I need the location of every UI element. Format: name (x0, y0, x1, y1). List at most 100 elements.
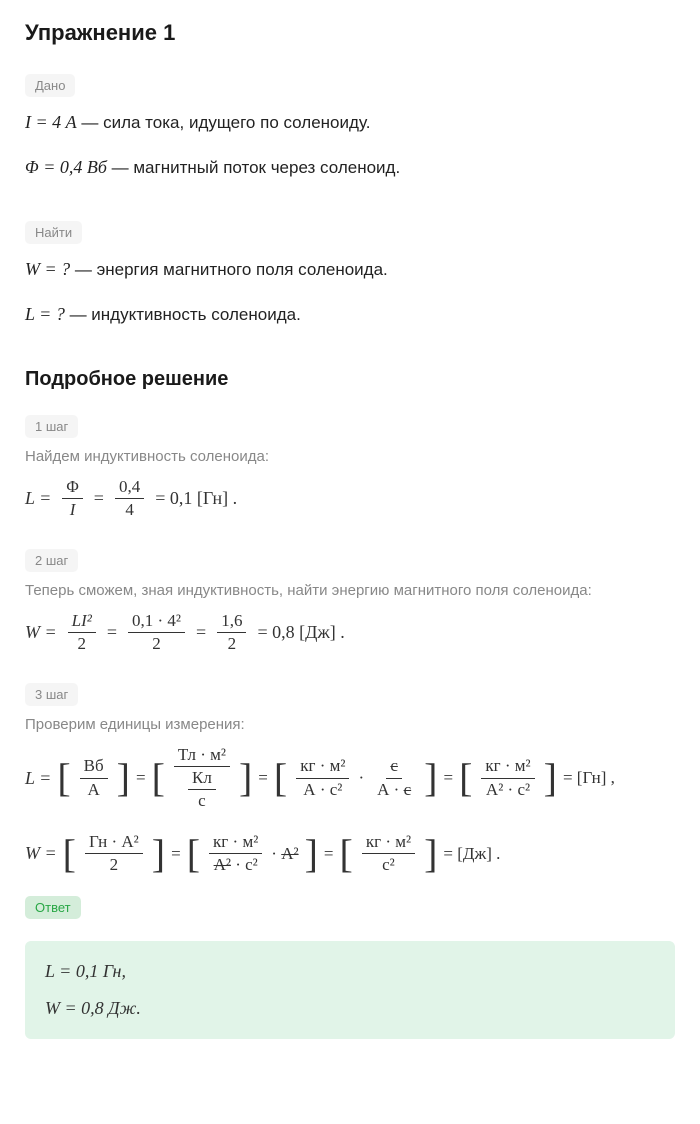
bracket-icon: ] (424, 838, 437, 870)
step3-W-f1-num: Гн · А² (85, 832, 143, 854)
step1-lhs: L = (25, 488, 51, 509)
eq: = (324, 844, 334, 864)
bracket-icon: ] (239, 762, 252, 794)
given-text-1: — сила тока, идущего по соленоиду. (77, 113, 371, 132)
step3-L-f2-den-den: с (194, 790, 210, 811)
step2-formula: W = LI² 2 = 0,1 · 4² 2 = 1,6 2 = 0,8 [Дж… (25, 611, 675, 655)
answer-block: L = 0,1 Гн, W = 0,8 Дж. (25, 941, 675, 1039)
bracket-icon: ] (544, 762, 557, 794)
step1-frac2-num: 0,4 (115, 477, 144, 499)
step3-W-formula: W = [ Гн · А² 2 ] = [ кг · м² А² · с² · … (25, 832, 675, 876)
step3-L-f3-den: А · с² (299, 779, 346, 800)
solution-title: Подробное решение (25, 368, 675, 391)
find-line-1: W = ? — энергия магнитного поля соленоид… (25, 256, 675, 283)
step3-L-formula: L = [ Вб А ] = [ Тл · м² Кл с ] = [ кг ·… (25, 745, 675, 812)
step3-W-f1-den: 2 (106, 854, 123, 875)
step3-L-f3b-den: А · с (373, 779, 415, 800)
step1-badge: 1 шаг (25, 415, 78, 438)
find-badge: Найти (25, 221, 82, 244)
step3-L-f1-den: А (84, 779, 104, 800)
step2-frac2-num: 0,1 · 4² (128, 611, 185, 633)
step2-frac1: LI² 2 (68, 611, 96, 655)
eq: = (171, 844, 181, 864)
step2-frac1-den: 2 (74, 633, 91, 654)
step3-W-f2-den: А² · с² (210, 854, 262, 875)
step2-result: = 0,8 [Дж] . (257, 622, 344, 643)
step1-frac2: 0,4 4 (115, 477, 144, 521)
step3-L-f3b-num: с (386, 756, 402, 778)
step1-text: Найдем индуктивность соленоида: (25, 448, 675, 465)
find-line-2: L = ? — индуктивность соленоида. (25, 301, 675, 328)
step3-L-f3-num: кг · м² (296, 756, 349, 778)
step3-W-result: = [Дж] . (443, 844, 500, 864)
bracket-icon: ] (152, 838, 165, 870)
given-line-2: Φ = 0,4 Вб — магнитный поток через солен… (25, 154, 675, 181)
bracket-icon: [ (274, 762, 287, 794)
bracket-icon: [ (57, 762, 70, 794)
mult: · (358, 768, 364, 788)
step2-eq2: = (196, 622, 206, 643)
step1-frac2-den: 4 (121, 499, 138, 520)
answer-line-2: W = 0,8 Дж. (45, 998, 655, 1019)
given-formula-2: Φ = 0,4 Вб (25, 157, 107, 177)
step2-frac2: 0,1 · 4² 2 (128, 611, 185, 655)
step2-frac1-num: LI² (68, 611, 96, 633)
step3-L-lhs: L = (25, 768, 51, 789)
bracket-icon: [ (152, 762, 165, 794)
eq: = (443, 768, 453, 788)
eq: = (258, 768, 268, 788)
step2-badge: 2 шаг (25, 549, 78, 572)
step3-W-mult: · А² (271, 844, 298, 864)
eq: = (136, 768, 146, 788)
given-line-1: I = 4 А — сила тока, идущего по соленоид… (25, 109, 675, 136)
answer-badge: Ответ (25, 896, 81, 919)
given-badge: Дано (25, 74, 75, 97)
step3-L-f1: Вб А (80, 756, 108, 800)
step2-frac3-den: 2 (224, 633, 241, 654)
step3-W-f2: кг · м² А² · с² (209, 832, 262, 876)
step3-L-f4-num: кг · м² (481, 756, 534, 778)
bracket-icon: [ (63, 838, 76, 870)
step2-lhs: W = (25, 622, 57, 643)
step3-L-f3b: с А · с (373, 756, 415, 800)
bracket-icon: ] (305, 838, 318, 870)
step1-frac1-den: I (66, 499, 80, 520)
bracket-icon: [ (459, 762, 472, 794)
step3-text: Проверим единицы измерения: (25, 716, 675, 733)
bracket-icon: [ (340, 838, 353, 870)
given-text-2: — магнитный поток через соленоид. (107, 158, 400, 177)
step3-W-f2-num: кг · м² (209, 832, 262, 854)
find-text-2: — индуктивность соленоида. (65, 305, 301, 324)
step2-text: Теперь сможем, зная индуктивность, найти… (25, 582, 675, 599)
step3-W-f3-den: с² (378, 854, 399, 875)
step1-formula: L = Φ I = 0,4 4 = 0,1 [Гн] . (25, 477, 675, 521)
bracket-icon: ] (424, 762, 437, 794)
step3-L-f4-den: А² · с² (482, 779, 534, 800)
step3-L-f2-den-num: Кл (188, 768, 216, 790)
bracket-icon: [ (187, 838, 200, 870)
step3-L-result: = [Гн] , (563, 768, 615, 788)
find-formula-1: W = ? (25, 259, 70, 279)
step1-frac1-num: Φ (62, 477, 82, 499)
step2-eq1: = (107, 622, 117, 643)
step3-W-f3-num: кг · м² (362, 832, 415, 854)
step1-frac1: Φ I (62, 477, 82, 521)
find-formula-2: L = ? (25, 304, 65, 324)
step3-W-lhs: W = (25, 843, 57, 864)
step3-badge: 3 шаг (25, 683, 78, 706)
step1-eq1: = (94, 488, 104, 509)
step2-frac3-num: 1,6 (217, 611, 246, 633)
bracket-icon: ] (117, 762, 130, 794)
step3-W-f3: кг · м² с² (362, 832, 415, 876)
answer-line-1: L = 0,1 Гн, (45, 961, 655, 982)
find-text-1: — энергия магнитного поля соленоида. (70, 260, 388, 279)
exercise-title: Упражнение 1 (25, 20, 675, 46)
step3-L-f2-den: Кл с (181, 767, 223, 812)
step3-W-f1: Гн · А² 2 (85, 832, 143, 876)
step2-frac2-den: 2 (148, 633, 165, 654)
given-formula-1: I = 4 А (25, 112, 77, 132)
step3-L-f2: Тл · м² Кл с (174, 745, 230, 812)
step3-L-f1-num: Вб (80, 756, 108, 778)
step3-L-f2-num: Тл · м² (174, 745, 230, 767)
step3-L-f3: кг · м² А · с² (296, 756, 349, 800)
